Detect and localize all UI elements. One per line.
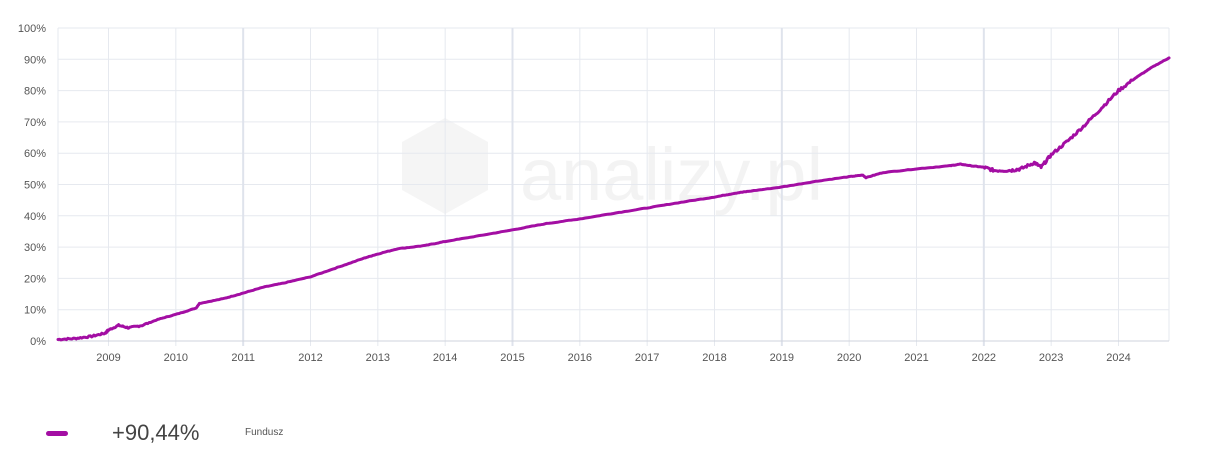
y-tick-label: 50% — [24, 180, 46, 192]
x-tick-label: 2014 — [433, 352, 457, 364]
legend-swatch — [46, 431, 68, 436]
x-tick-label: 2019 — [770, 352, 794, 364]
x-tick-label: 2024 — [1106, 352, 1130, 364]
x-axis-tick-labels: 2009 2010 2011 2012 2013 2014 2015 2016 2017 2018… — [96, 352, 1130, 364]
x-grid — [57, 28, 1170, 346]
x-tick-label: 2021 — [904, 352, 928, 364]
x-tick-label: 2012 — [298, 352, 322, 364]
y-tick-label: 70% — [24, 117, 46, 129]
y-tick-label: 60% — [24, 148, 46, 160]
y-tick-label: 30% — [24, 242, 46, 254]
watermark: analizy.pl — [402, 118, 823, 216]
y-axis-tick-labels: 0% 10% 20% 30% 40% 50% 60% 70% 80% 90% 100% — [18, 23, 46, 348]
x-tick-label: 2023 — [1039, 352, 1063, 364]
x-tick-label: 2009 — [96, 352, 120, 364]
y-tick-label: 100% — [18, 23, 46, 35]
y-tick-label: 0% — [30, 336, 46, 348]
x-tick-label: 2017 — [635, 352, 659, 364]
x-tick-label: 2013 — [366, 352, 390, 364]
y-tick-label: 40% — [24, 211, 46, 223]
x-tick-label: 2018 — [702, 352, 726, 364]
x-tick-label: 2015 — [500, 352, 524, 364]
y-tick-label: 20% — [24, 273, 46, 285]
x-tick-label: 2022 — [972, 352, 996, 364]
x-tick-label: 2016 — [568, 352, 592, 364]
y-tick-label: 90% — [24, 54, 46, 66]
x-tick-label: 2010 — [164, 352, 188, 364]
watermark-text: analizy.pl — [520, 133, 823, 216]
y-tick-label: 10% — [24, 305, 46, 317]
y-tick-label: 80% — [24, 86, 46, 98]
x-tick-label: 2011 — [231, 352, 255, 364]
legend: +90,44% Fundusz — [46, 418, 446, 450]
series-line-fundusz — [56, 56, 1171, 342]
line-chart: analizy.pl 0% 10% 20% 30% 40% 50% 60% 70% 80% 90%… — [18, 23, 1171, 364]
legend-value: +90,44% — [112, 420, 200, 445]
x-tick-label: 2020 — [837, 352, 861, 364]
legend-series-name: Fundusz — [245, 427, 284, 438]
